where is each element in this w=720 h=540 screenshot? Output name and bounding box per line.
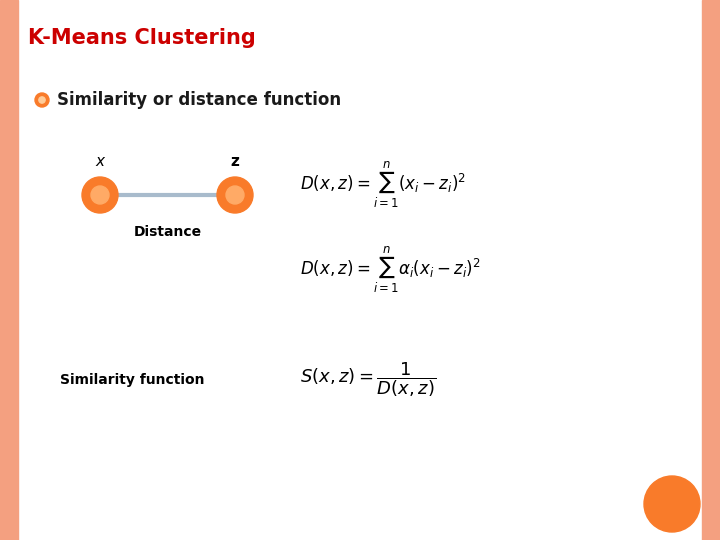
- Text: $D(x,z) = \sum_{i=1}^{n}\left(x_i - z_i\right)^{2}$: $D(x,z) = \sum_{i=1}^{n}\left(x_i - z_i\…: [300, 160, 466, 210]
- Text: Similarity function: Similarity function: [60, 373, 204, 387]
- Text: x: x: [96, 154, 104, 169]
- Circle shape: [217, 177, 253, 213]
- Bar: [702, 0, 720, 540]
- Circle shape: [39, 97, 45, 103]
- Text: Distance: Distance: [133, 225, 202, 239]
- Bar: [0, 0, 18, 540]
- Text: $S(x,z) = \dfrac{1}{D(x,z)}$: $S(x,z) = \dfrac{1}{D(x,z)}$: [300, 361, 436, 399]
- Circle shape: [35, 93, 49, 107]
- Circle shape: [82, 177, 118, 213]
- Text: $D(x,z) = \sum_{i=1}^{n}\alpha_i\left(x_i - z_i\right)^{2}$: $D(x,z) = \sum_{i=1}^{n}\alpha_i\left(x_…: [300, 245, 481, 295]
- Text: Similarity or distance function: Similarity or distance function: [57, 91, 341, 109]
- Text: z: z: [230, 154, 240, 169]
- Circle shape: [226, 186, 244, 204]
- Text: K-Means Clustering: K-Means Clustering: [28, 28, 256, 48]
- Circle shape: [91, 186, 109, 204]
- Circle shape: [644, 476, 700, 532]
